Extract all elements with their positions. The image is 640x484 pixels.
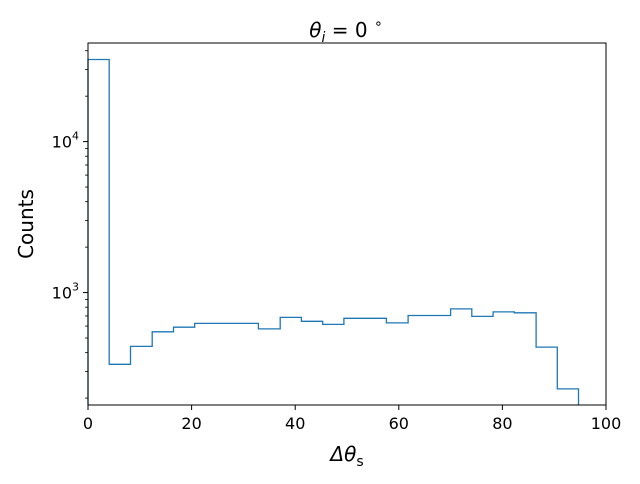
y-tick-label: 103 xyxy=(52,281,79,303)
x-tick-label: 100 xyxy=(591,414,622,433)
chart-title: θi = 0 ∘ xyxy=(309,16,382,46)
x-label-delta-theta: Δθ xyxy=(328,442,356,466)
plot-area: 0 20 40 60 80 100 103 104 xyxy=(52,42,621,433)
histogram-layer xyxy=(87,58,580,405)
x-label-subscript: s xyxy=(356,454,363,470)
x-tick-label: 20 xyxy=(181,414,201,433)
axes-frame xyxy=(87,42,607,406)
histogram-step-line xyxy=(87,58,580,405)
x-tick-label: 80 xyxy=(492,414,512,433)
x-axis-label: Δθs xyxy=(328,442,363,470)
y-axis-label: Counts xyxy=(14,189,38,259)
title-equals: = 0 xyxy=(325,18,374,42)
title-theta: θ xyxy=(309,18,321,42)
x-tick-label: 40 xyxy=(285,414,305,433)
title-subscript: i xyxy=(322,30,326,46)
title-degree: ∘ xyxy=(374,16,383,32)
x-axis: 0 20 40 60 80 100 xyxy=(83,405,621,433)
y-tick-label: 104 xyxy=(52,130,79,152)
x-tick-label: 60 xyxy=(389,414,409,433)
x-tick-label: 0 xyxy=(83,414,93,433)
